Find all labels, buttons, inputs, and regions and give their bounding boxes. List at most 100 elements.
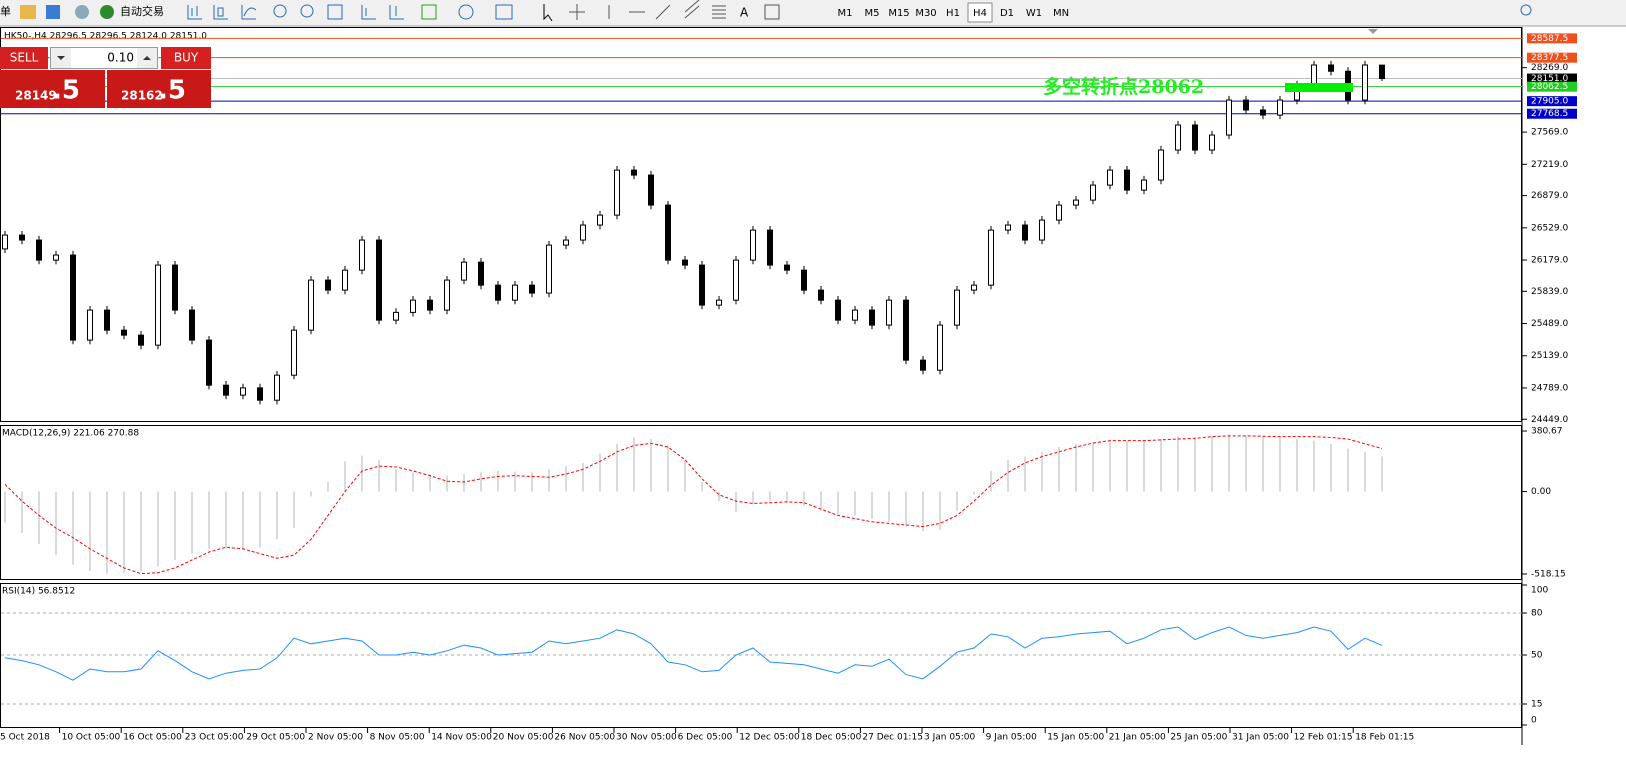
- candle-body: [138, 334, 144, 346]
- macd-bar: [446, 475, 448, 492]
- candle-body: [597, 214, 603, 226]
- arrow: [143, 56, 151, 60]
- plot: 28269.0 27569.0 27219.0 26879.0 26529.0 26179…: [0, 33, 1577, 743]
- candle-body: [835, 299, 841, 321]
- candle-body: [427, 299, 433, 311]
- timeframe[interactable]: W1: [1026, 8, 1042, 19]
- macd-bar: [106, 491, 108, 574]
- icon[interactable]: [684, 0, 700, 19]
- tool-icons: [187, 0, 1532, 22]
- sell-price-frac: .5: [52, 76, 80, 106]
- candle-body: [410, 299, 416, 313]
- icon[interactable]: [187, 5, 202, 20]
- buy-button[interactable]: [161, 47, 211, 69]
- icon[interactable]: [458, 4, 474, 20]
- buy-price-frac: .5: [158, 76, 186, 106]
- icon[interactable]: [543, 4, 553, 22]
- timeframe[interactable]: D1: [1000, 8, 1014, 19]
- candle-body: [665, 204, 671, 261]
- macd-bar: [1058, 447, 1060, 492]
- macd-bar: [1024, 456, 1026, 492]
- macd-bar: [259, 491, 261, 548]
- timeframe[interactable]: M15: [888, 8, 909, 19]
- sell-label[interactable]: SELL: [10, 51, 39, 65]
- candle-body: [852, 309, 858, 321]
- candle-body: [1209, 134, 1215, 151]
- auto-trade[interactable]: 自动交易: [120, 4, 164, 18]
- timeframe[interactable]: M5: [865, 8, 880, 19]
- timeframe[interactable]: H4: [973, 8, 987, 19]
- price-label-box: [1527, 52, 1577, 63]
- macd-bar: [344, 461, 346, 492]
- x-tick-label: 18 Feb 01:15: [1355, 733, 1414, 743]
- candle-body: [1056, 204, 1062, 221]
- icon[interactable]: [421, 4, 437, 20]
- icon[interactable]: [300, 4, 314, 18]
- macd-bar: [21, 491, 23, 533]
- candle-body: [699, 264, 705, 306]
- buy-price-box[interactable]: [107, 70, 211, 108]
- candle-body: [240, 387, 246, 396]
- volume-box[interactable]: [50, 47, 158, 69]
- toolbar-text[interactable]: 单: [0, 5, 11, 18]
- macd-bar: [1092, 442, 1094, 492]
- macd-bar: [633, 437, 635, 492]
- icon[interactable]: [389, 5, 404, 20]
- timeframe[interactable]: M1: [838, 8, 853, 19]
- macd-bar: [888, 491, 890, 522]
- candle-body: [1379, 64, 1385, 80]
- icon[interactable]: [100, 5, 114, 19]
- icon[interactable]: [712, 5, 726, 19]
- icon[interactable]: [241, 5, 257, 20]
- candle-body: [1260, 109, 1266, 116]
- volume[interactable]: 0.10: [107, 51, 134, 65]
- macd-bar: [718, 491, 720, 502]
- macd-bar: [1194, 437, 1196, 492]
- text-tool[interactable]: A: [740, 6, 749, 20]
- candle-body: [546, 244, 552, 294]
- icon[interactable]: [213, 5, 228, 20]
- macd-bar: [123, 491, 125, 573]
- macd-bar: [1245, 435, 1247, 492]
- icon[interactable]: [75, 5, 89, 19]
- macd-bar: [548, 469, 550, 492]
- icon[interactable]: [327, 4, 343, 20]
- icon[interactable]: [20, 5, 36, 19]
- icon[interactable]: [46, 5, 60, 19]
- icon[interactable]: [273, 4, 287, 18]
- macd-bar: [378, 459, 380, 492]
- candle-body: [121, 329, 127, 336]
- x-tick-label: 18 Dec 05:00: [801, 733, 862, 743]
- timeframe[interactable]: H1: [946, 8, 960, 19]
- sell-price-box[interactable]: [0, 70, 105, 108]
- timeframe[interactable]: M30: [915, 8, 936, 19]
- icon[interactable]: [655, 4, 671, 20]
- macd-bar: [242, 491, 244, 549]
- y-tick-label: 380.67: [1531, 427, 1563, 437]
- macd-bar: [429, 474, 431, 492]
- icon[interactable]: [361, 5, 376, 20]
- search-icon[interactable]: [1520, 4, 1532, 16]
- candle-body: [36, 239, 42, 261]
- macd-bar: [1075, 443, 1077, 492]
- icon[interactable]: [569, 4, 585, 20]
- candle-body: [1124, 169, 1130, 191]
- candle-body: [1022, 224, 1028, 241]
- macd-bar: [293, 491, 295, 529]
- zone-bar: [1285, 83, 1353, 92]
- candle-body: [954, 289, 960, 326]
- candle-body: [886, 299, 892, 326]
- toolbar: [0, 0, 1626, 26]
- x-tick-label: 16 Oct 05:00: [123, 733, 182, 743]
- y-tick-label: 50: [1531, 651, 1543, 661]
- icon[interactable]: [495, 4, 513, 20]
- buy-label[interactable]: BUY: [174, 51, 199, 65]
- rsi-line: [4, 626, 1383, 681]
- price-label: 28062.5: [1531, 82, 1568, 92]
- candle-body: [801, 269, 807, 291]
- candle-body: [444, 279, 450, 311]
- x-tick-label: 30 Nov 05:00: [616, 733, 677, 743]
- sell-button[interactable]: [0, 47, 48, 69]
- icon[interactable]: [764, 4, 780, 20]
- timeframe[interactable]: MN: [1053, 8, 1069, 19]
